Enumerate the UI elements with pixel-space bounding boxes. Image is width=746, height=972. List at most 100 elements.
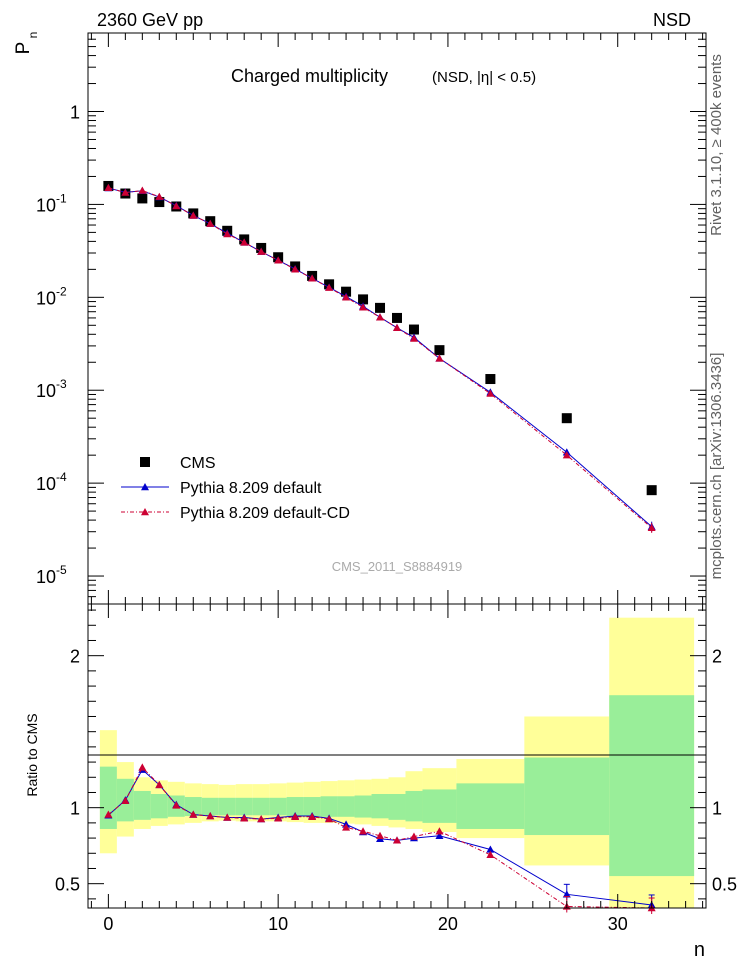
data-point [561,413,572,424]
stat-band [456,783,525,829]
data-point [435,827,444,835]
ratio-tick-label-left: 0.5 [55,875,80,895]
data-point [257,815,266,823]
stat-band [303,797,321,817]
data-point [308,274,317,282]
legend-label: CMS [180,455,216,472]
series-0 [103,180,657,496]
stat-band [201,797,219,816]
data-point [137,193,148,204]
mcplots-text: mcplots.cern.ch [arXiv:1306.3436] [708,353,725,580]
y-tick-labels: 10 -510 -410 -310 -210 -11 [36,103,80,588]
stat-band [371,794,389,819]
series-line [108,187,652,529]
x-tick-label: 20 [438,914,458,934]
data-point [274,256,283,264]
legend-label: Pythia 8.209 default [180,480,322,497]
x-tick-label: 10 [268,914,288,934]
data-point [257,247,266,255]
data-point [291,812,300,820]
data-point [154,197,165,208]
ratio-axis-label: Ratio to CMS [24,713,40,796]
data-point [435,354,444,362]
x-axis-label: n [694,939,705,961]
stat-band [388,794,406,820]
series-2 [104,183,656,533]
data-point [342,293,351,301]
header-process: NSD [653,10,691,30]
y-tick-label: 10 [36,381,56,401]
data-point [359,303,368,311]
ratio-tick-label-left: 1 [70,799,80,819]
data-point [408,324,419,335]
data-point [155,192,164,200]
ratio-panel: 0.5 0.5 1 1 2 2 Ratio to CMS 0 10 20 30 n [24,603,737,961]
x-tick-label: 0 [103,914,113,934]
data-point [104,810,113,818]
stat-band [133,790,151,820]
y-axis-title: P n [13,32,40,55]
stat-band [184,797,202,817]
y-tick-label: 1 [70,103,80,123]
stat-band [337,796,355,817]
y-tick-label: 10 [36,288,56,308]
data-point [325,815,334,823]
stat-band [286,797,304,817]
stat-band [524,757,610,836]
data-point [121,188,130,196]
data-point [646,485,657,496]
main-panel: 10 -510 -410 -310 -210 -11 Charged multiplici… [13,32,707,605]
data-point [409,832,418,840]
ratio-tick-label-right: 1 [712,799,722,819]
data-point [223,230,232,238]
data-point [341,286,352,297]
chart-title: Charged multiplicity [231,66,388,86]
stat-band [405,790,423,822]
data-point [358,294,369,305]
stat-band [422,789,457,823]
stat-band [218,797,236,816]
data-point [155,780,164,789]
y-axis-label-sub: n [26,32,40,39]
data-point [189,810,198,818]
legend-marker [141,508,149,516]
data-point [274,814,283,822]
x-tick-labels: 0 10 20 30 [103,914,627,934]
legend-item: CMS [140,455,216,472]
data-point [138,763,147,771]
legend-marker [140,457,150,467]
stat-band [609,695,695,877]
data-point [562,890,571,898]
data-point [393,323,401,331]
data-point [342,823,351,831]
data-point [375,302,386,313]
y-tick-label-exponent: -2 [56,284,67,298]
stat-band [252,797,270,816]
data-point [392,312,402,323]
y-tick-label-exponent: -5 [56,563,67,577]
stat-band [235,797,253,816]
header-energy: 2360 GeV pp [97,10,203,30]
data-point [435,831,444,839]
data-point [138,186,147,194]
data-point [376,313,385,321]
legend-item: Pythia 8.209 default [121,480,322,497]
data-point [409,334,418,342]
data-point [308,812,317,820]
x-tick-label: 30 [608,914,628,934]
ratio-bands [99,617,695,908]
main-series [103,180,657,533]
data-point [486,850,495,858]
stat-band [99,766,117,829]
ratio-series [104,763,656,914]
analysis-tag: CMS_2011_S8884919 [332,559,463,574]
data-point [206,812,215,820]
y-tick-label-exponent: -3 [56,377,67,391]
stat-band [320,796,338,817]
data-point [291,265,300,273]
data-point [359,827,368,835]
data-point [121,796,130,805]
chart-subtitle: (NSD, |η| < 0.5) [432,69,536,86]
data-point [172,202,181,210]
y-tick-label: 10 [36,474,56,494]
